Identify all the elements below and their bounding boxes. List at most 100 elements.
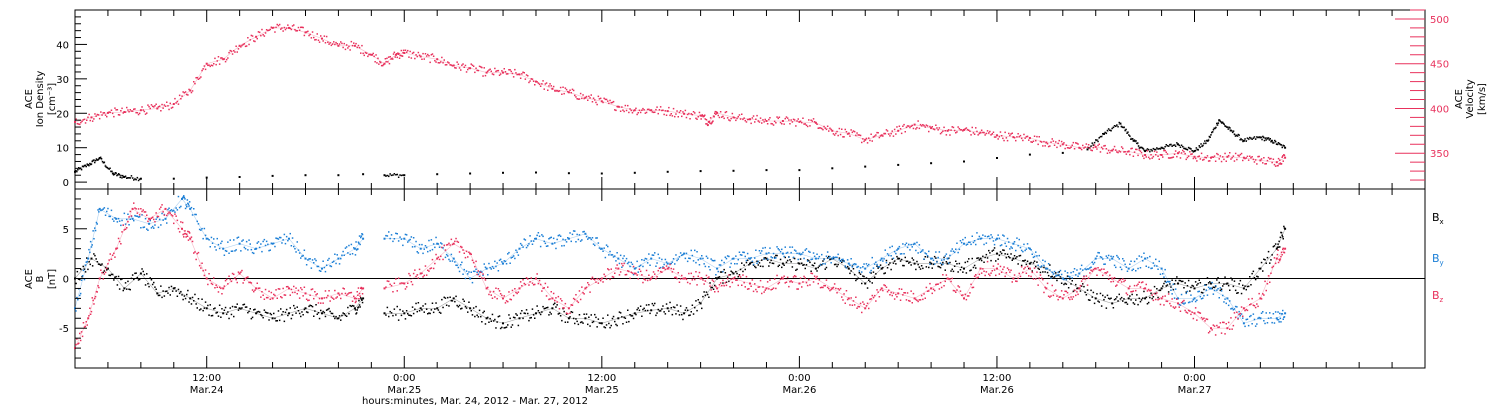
bx-sample-dot xyxy=(951,268,953,271)
by-sample-dot xyxy=(310,267,313,269)
bz-sample-dot xyxy=(448,242,450,245)
bx-sample-dot xyxy=(903,264,905,267)
by-sample-dot xyxy=(579,240,582,242)
velocity-axis-label-line-3: [km/s] xyxy=(1477,83,1488,115)
bz-sample-dot xyxy=(725,284,728,287)
bx-sample-dot xyxy=(399,308,401,311)
ion-density-sample-dot xyxy=(1128,134,1130,136)
bx-sample-dot xyxy=(545,307,548,309)
by-sample-dot xyxy=(998,237,1001,240)
bx-sample-dot xyxy=(181,294,183,296)
ion-density-sample-dot xyxy=(96,159,98,161)
by-sample-dot xyxy=(788,256,790,258)
bx-sample-dot xyxy=(530,316,532,319)
bz-sample-dot xyxy=(143,211,146,213)
velocity-trend-line xyxy=(74,27,1286,163)
bz-sample-dot xyxy=(417,277,420,279)
bx-sample-dot xyxy=(756,260,758,262)
bx-sample-dot xyxy=(674,306,676,309)
bx-sample-dot xyxy=(772,262,775,265)
magnetic-tick-label: -5 xyxy=(59,324,69,335)
bz-sample-dot xyxy=(484,279,487,281)
velocity-sample-dot xyxy=(658,109,661,111)
bz-sample-dot xyxy=(531,282,534,284)
bx-sample-dot xyxy=(665,303,668,305)
ion-density-sample-dot xyxy=(1125,128,1127,131)
velocity-sample-dot xyxy=(829,127,831,129)
bz-sample-dot xyxy=(1155,298,1157,301)
velocity-sample-dot xyxy=(1143,157,1145,160)
by-sample-dot xyxy=(583,230,585,233)
bx-sample-dot xyxy=(432,311,435,314)
velocity-sample-dot xyxy=(886,130,889,132)
velocity-sample-dot xyxy=(345,44,348,46)
bz-sample-dot xyxy=(418,268,421,271)
bz-sample-dot xyxy=(155,212,157,214)
by-sample-dot xyxy=(1096,255,1098,257)
bx-sample-dot xyxy=(1132,302,1135,304)
velocity-sample-dot xyxy=(1004,131,1006,134)
velocity-point xyxy=(337,44,340,47)
bx-sample-dot xyxy=(571,311,574,314)
by-sample-dot xyxy=(818,255,821,258)
bz-sample-dot xyxy=(437,256,440,258)
bx-sample-dot xyxy=(1125,301,1128,304)
by-sample-dot xyxy=(1022,250,1024,253)
bz-sample-dot xyxy=(766,281,769,283)
velocity-sample-dot xyxy=(1227,154,1230,157)
bx-sample-dot xyxy=(484,323,487,325)
velocity-sample-dot xyxy=(418,54,421,56)
by-sample-dot xyxy=(1106,257,1109,259)
by-sample-dot xyxy=(1026,243,1029,245)
bx-point xyxy=(1012,257,1015,260)
bz-sample-dot xyxy=(1152,299,1155,302)
bz-sample-dot xyxy=(344,292,347,295)
velocity-sample-dot xyxy=(298,29,301,31)
velocity-sample-dot xyxy=(138,112,141,115)
bz-point xyxy=(699,277,702,280)
velocity-sample-dot xyxy=(524,78,527,80)
bx-sample-dot xyxy=(425,308,428,310)
by-sample-dot xyxy=(552,237,555,240)
velocity-sample-dot xyxy=(866,142,869,144)
bx-sample-dot xyxy=(859,273,862,275)
bx-sample-dot xyxy=(89,263,91,266)
bx-sample-dot xyxy=(343,313,345,315)
ion-density-sample-dot xyxy=(1213,127,1215,129)
bz-sample-dot xyxy=(175,215,177,217)
bx-sample-dot xyxy=(775,254,777,257)
bz-sample-dot xyxy=(497,288,500,290)
by-sample-dot xyxy=(269,249,271,251)
bx-sample-dot xyxy=(1006,253,1009,255)
bz-sample-dot xyxy=(931,292,933,295)
velocity-sample-dot xyxy=(1080,148,1083,151)
velocity-sample-dot xyxy=(1156,151,1158,153)
bx-sample-dot xyxy=(1142,297,1144,299)
velocity-sample-dot xyxy=(223,58,226,60)
by-sample-dot xyxy=(999,244,1002,247)
bz-sample-dot xyxy=(783,275,785,277)
velocity-sample-dot xyxy=(641,109,643,111)
bz-sample-dot xyxy=(761,292,763,295)
bx-sample-dot xyxy=(721,271,723,273)
by-sample-dot xyxy=(253,252,255,255)
bx-sample-dot xyxy=(973,264,976,267)
bz-sample-dot xyxy=(243,279,246,281)
velocity-sample-dot xyxy=(164,105,167,107)
bx-sample-dot xyxy=(1037,267,1039,270)
velocity-sample-dot xyxy=(175,102,177,104)
velocity-sample-dot xyxy=(236,51,238,53)
by-sample-dot xyxy=(478,271,481,273)
by-sample-dot xyxy=(744,255,746,258)
velocity-sample-dot xyxy=(1249,155,1251,157)
velocity-sample-dot xyxy=(625,109,628,112)
bx-sample-dot xyxy=(251,316,254,319)
by-sample-dot xyxy=(140,227,142,229)
by-sample-dot xyxy=(1002,234,1004,236)
bx-sample-dot xyxy=(561,319,563,322)
bx-sample-dot xyxy=(472,307,475,309)
by-point xyxy=(864,267,867,270)
bx-sample-dot xyxy=(358,304,361,306)
velocity-sample-dot xyxy=(100,111,102,113)
